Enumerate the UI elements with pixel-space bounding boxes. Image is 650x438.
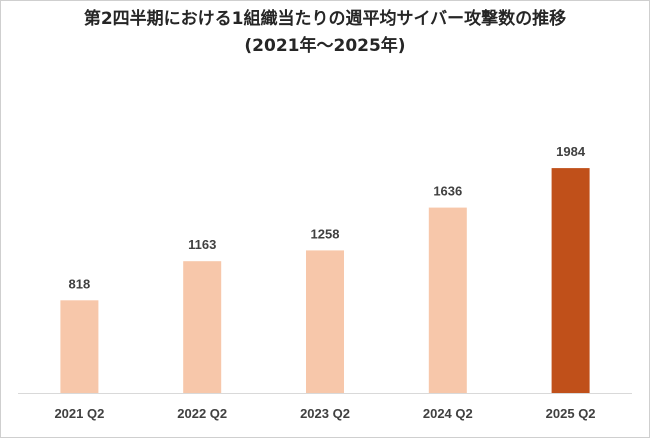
data-label: 1636	[433, 184, 462, 199]
bar-2022-q2	[183, 261, 222, 393]
chart-title-block: 第2四半期における1組織当たりの週平均サイバー攻撃数の推移 (2021年〜202…	[0, 6, 650, 60]
chart-subtitle: (2021年〜2025年)	[244, 36, 406, 56]
chart-title: 第2四半期における1組織当たりの週平均サイバー攻撃数の推移	[83, 9, 567, 29]
bar-2023-q2	[306, 250, 344, 393]
x-tick-label: 2022 Q2	[177, 406, 227, 421]
bar-2025-q2	[551, 168, 590, 393]
x-tick-label: 2023 Q2	[300, 406, 350, 421]
bar-2024-q2	[428, 207, 467, 393]
data-label: 1163	[188, 237, 216, 252]
x-tick-label: 2025 Q2	[546, 406, 596, 421]
data-label: 818	[69, 276, 91, 291]
x-tick-label: 2024 Q2	[423, 406, 473, 421]
bar-2021-q2	[60, 300, 99, 393]
data-label: 1984	[556, 144, 586, 159]
data-label: 1258	[311, 226, 340, 241]
x-tick-label: 2021 Q2	[54, 406, 104, 421]
